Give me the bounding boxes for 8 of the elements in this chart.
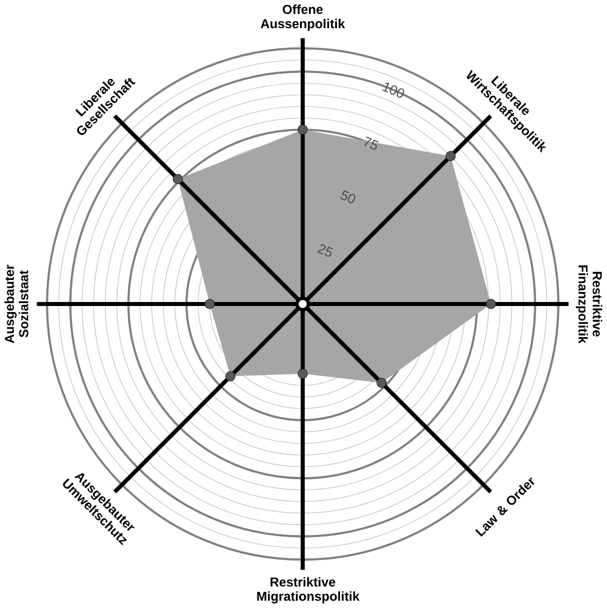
spoke-label: Offene Aussenpolitik (260, 4, 346, 31)
y-tick-label: 50 (340, 190, 356, 204)
y-tick-label: 75 (364, 136, 379, 150)
spoke-label: Restriktive Finanzpolitik (576, 265, 602, 344)
y-tick-label: 100 (382, 82, 404, 98)
spoke-label: Ausgebauter Sozialstaat (4, 264, 28, 344)
y-tick-label: 25 (317, 244, 334, 257)
spoke-label: Restriktive Migrationspolitik (257, 577, 360, 604)
